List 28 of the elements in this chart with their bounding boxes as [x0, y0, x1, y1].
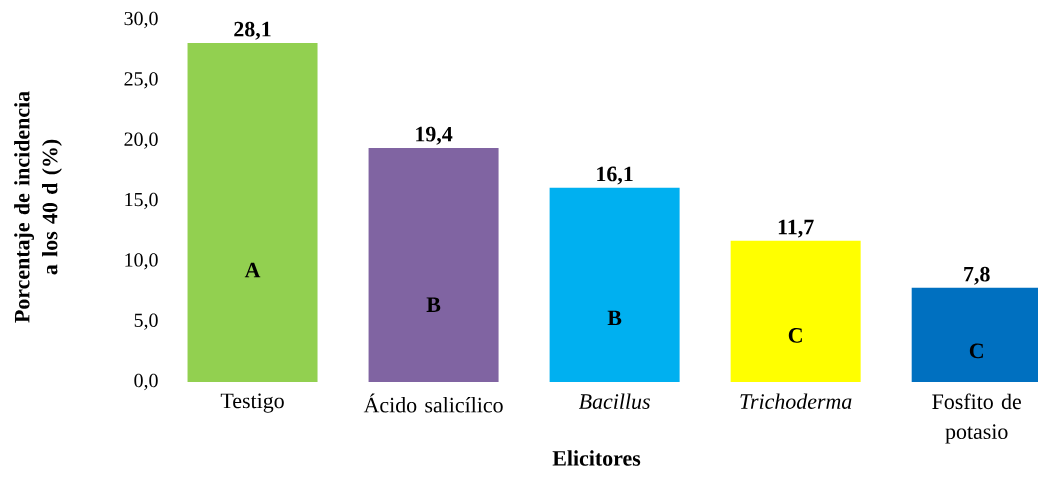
- annotation: A: [244, 262, 261, 278]
- y-tick-label: 10,0: [125, 253, 158, 270]
- x-tick-label: Testigo: [220, 393, 284, 413]
- bar: [549, 187, 680, 382]
- x-tick-label: Bacillus: [578, 393, 650, 409]
- x-tick-label: Ácido salicílico: [363, 393, 503, 413]
- data-label: 19,4: [416, 126, 453, 145]
- y-tick-label: 30,0: [124, 11, 158, 29]
- data-label: 7,8: [964, 266, 990, 285]
- y-tick-label: 5,0: [134, 313, 158, 330]
- x-tick-label: Trichoderma: [740, 393, 852, 409]
- data-label: 28,1: [234, 21, 271, 40]
- bar: [368, 147, 499, 382]
- annotation: B: [607, 310, 622, 326]
- y-tick-label: 25,0: [124, 72, 158, 89]
- data-label: 11,7: [778, 219, 814, 238]
- y-axis-title: Porcentaje de incidencia a los 40 d (%): [14, 91, 62, 323]
- x-axis-title: Elicitores: [552, 450, 641, 466]
- x-tick-label: Fosfito de potasio: [932, 393, 1021, 444]
- y-tick-label: 15,0: [125, 192, 158, 210]
- annotation: B: [426, 297, 441, 312]
- y-tick-label: 20,0: [124, 132, 158, 149]
- bar: [187, 42, 318, 382]
- bar: [730, 240, 861, 382]
- y-tick-label: 0,0: [134, 373, 158, 391]
- annotation: C: [969, 343, 983, 359]
- data-label: 16,1: [597, 166, 633, 185]
- annotation: C: [788, 328, 802, 343]
